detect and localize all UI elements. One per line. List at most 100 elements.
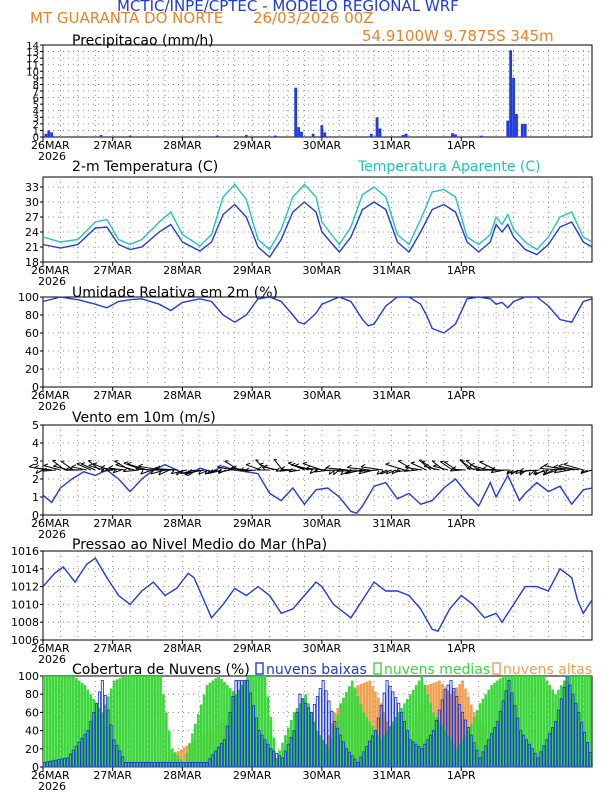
y-tick-label: 4 [32,437,39,450]
wind-arrow-head [333,471,335,475]
cloud-low-bar [248,692,253,768]
cloud-low-bar [408,739,412,768]
cloud-mid-bar [249,676,252,767]
precip-bar [50,132,54,137]
wind-arrow-head [515,469,519,474]
precip-bar [294,87,298,137]
cloud-low-bar [466,727,470,768]
cloud-low-bar [126,762,131,768]
cloud-low-bar [182,762,186,768]
legend-label: nuvens altas [503,662,592,678]
cloud-low-bar [208,758,212,768]
cloud-mid-bar [63,676,66,767]
cloud-mid-bar [499,678,502,767]
cloud-mid-bar [510,676,514,767]
x-tick-label: 27MAR [93,139,132,152]
wind-arrow-head [479,460,484,463]
chart-title: Precipitacao (mm/h) [72,33,214,49]
wind-arrow-head [217,468,222,473]
cloud-mid-bar [365,716,369,767]
y-tick-label: 0 [33,133,39,144]
wind-arrow-head [71,464,77,468]
y-tick-label: 1006 [11,634,39,647]
wind-arrow [347,469,366,474]
chart-title: 2-m Temperatura (C) [72,159,218,175]
cloud-mid-bar [66,676,69,767]
humidity-line [42,296,593,334]
cloud-low-bar [92,711,96,768]
wind-arrow-head [423,464,429,467]
precip-bar [378,128,382,137]
cloud-high-bar [179,749,183,767]
cloud-low-bar [280,757,285,768]
y-tick-label: 2 [32,473,39,486]
cloud-low-bar [54,759,58,768]
cloud-low-bar [129,762,134,768]
wind-arrow-head [391,470,395,475]
x-tick-label: 27MAR [93,642,132,655]
cloud-low-bar [225,725,229,768]
cloud-mid-bar [379,739,383,767]
cloud-mid-bar [83,685,87,767]
cloud-mid-bar [440,726,444,767]
wind-arrow [554,469,571,474]
cloud-low-bar [333,721,337,768]
legend-swatch [255,662,264,675]
wind-arrow-head [273,458,277,461]
wind-arrow [245,469,257,472]
wind-arrow-head [34,465,39,469]
pressure-line [42,557,593,632]
cloud-low-bar [327,700,331,768]
cloud-low-bar [405,730,409,768]
cloud-low-bar [463,719,468,768]
cloud-mid-bar [162,694,165,767]
cloud-mid-bar [333,726,337,767]
cloud-mid-bar [554,694,557,767]
cloud-low-bar [83,734,87,768]
cloud-low-bar [269,748,273,768]
cloud-low-bar [577,711,581,768]
cloud-low-bar [481,751,485,768]
cloud-mid-bar [382,735,386,767]
cloud-mid-bar [165,712,168,767]
x-tick-label: 26MAR [31,139,70,152]
cloud-high-bar [464,688,467,767]
cloud-mid-bar [237,689,241,767]
cloud-low-bar [571,693,575,768]
wind-arrow-head [35,469,39,474]
cloud-mid-bar [43,676,46,767]
x-year-label: 2026 [38,780,66,792]
cloud-mid-bar [86,689,90,767]
y-tick-label: 100 [18,670,39,683]
cloud-low-bar [141,762,145,768]
cloud-mid-bar [446,735,450,767]
wind-arrow-head [288,461,293,464]
cloud-mid-bar [548,685,552,767]
cloud-mid-bar [220,679,223,767]
wind-arrow-head [340,470,344,476]
wind-arrow-head [358,467,364,472]
cloud-mid-bar [205,685,209,767]
y-tick-label: 2 [33,120,39,131]
wind-arrow-head [100,465,106,469]
wind-arrow-head [217,464,222,468]
cloud-low-bar [359,756,363,768]
cloud-mid-bar [571,676,575,767]
cloud-low-bar [170,762,174,768]
y-tick-label: 80 [25,309,39,322]
cloud-low-bar [190,762,195,768]
temp-panel: 18 21 24 27 30 33 26MAR 27MAR 28MAR 29MAR 30MAR 31M… [25,159,593,288]
chart-title: Umidade Relativa em 2m (%) [72,285,278,301]
press-panel: 1006 1008 1010 1012 1014 1016 26MAR 27MAR 28MAR 2… [11,537,593,666]
wind-arrow [273,458,284,471]
wind-arrow [43,465,61,471]
cloud-low-bar [536,757,540,768]
precip-bar [297,127,301,137]
cloud-mid-bar [147,676,151,767]
cloud-mid-bar [481,698,485,767]
cloud-mid-bar [452,744,456,767]
x-tick-label: 31MAR [372,389,411,402]
cloud-mid-bar [467,730,470,767]
wind-arrow-head [553,464,559,468]
y-tick-label: 9 [33,74,39,85]
